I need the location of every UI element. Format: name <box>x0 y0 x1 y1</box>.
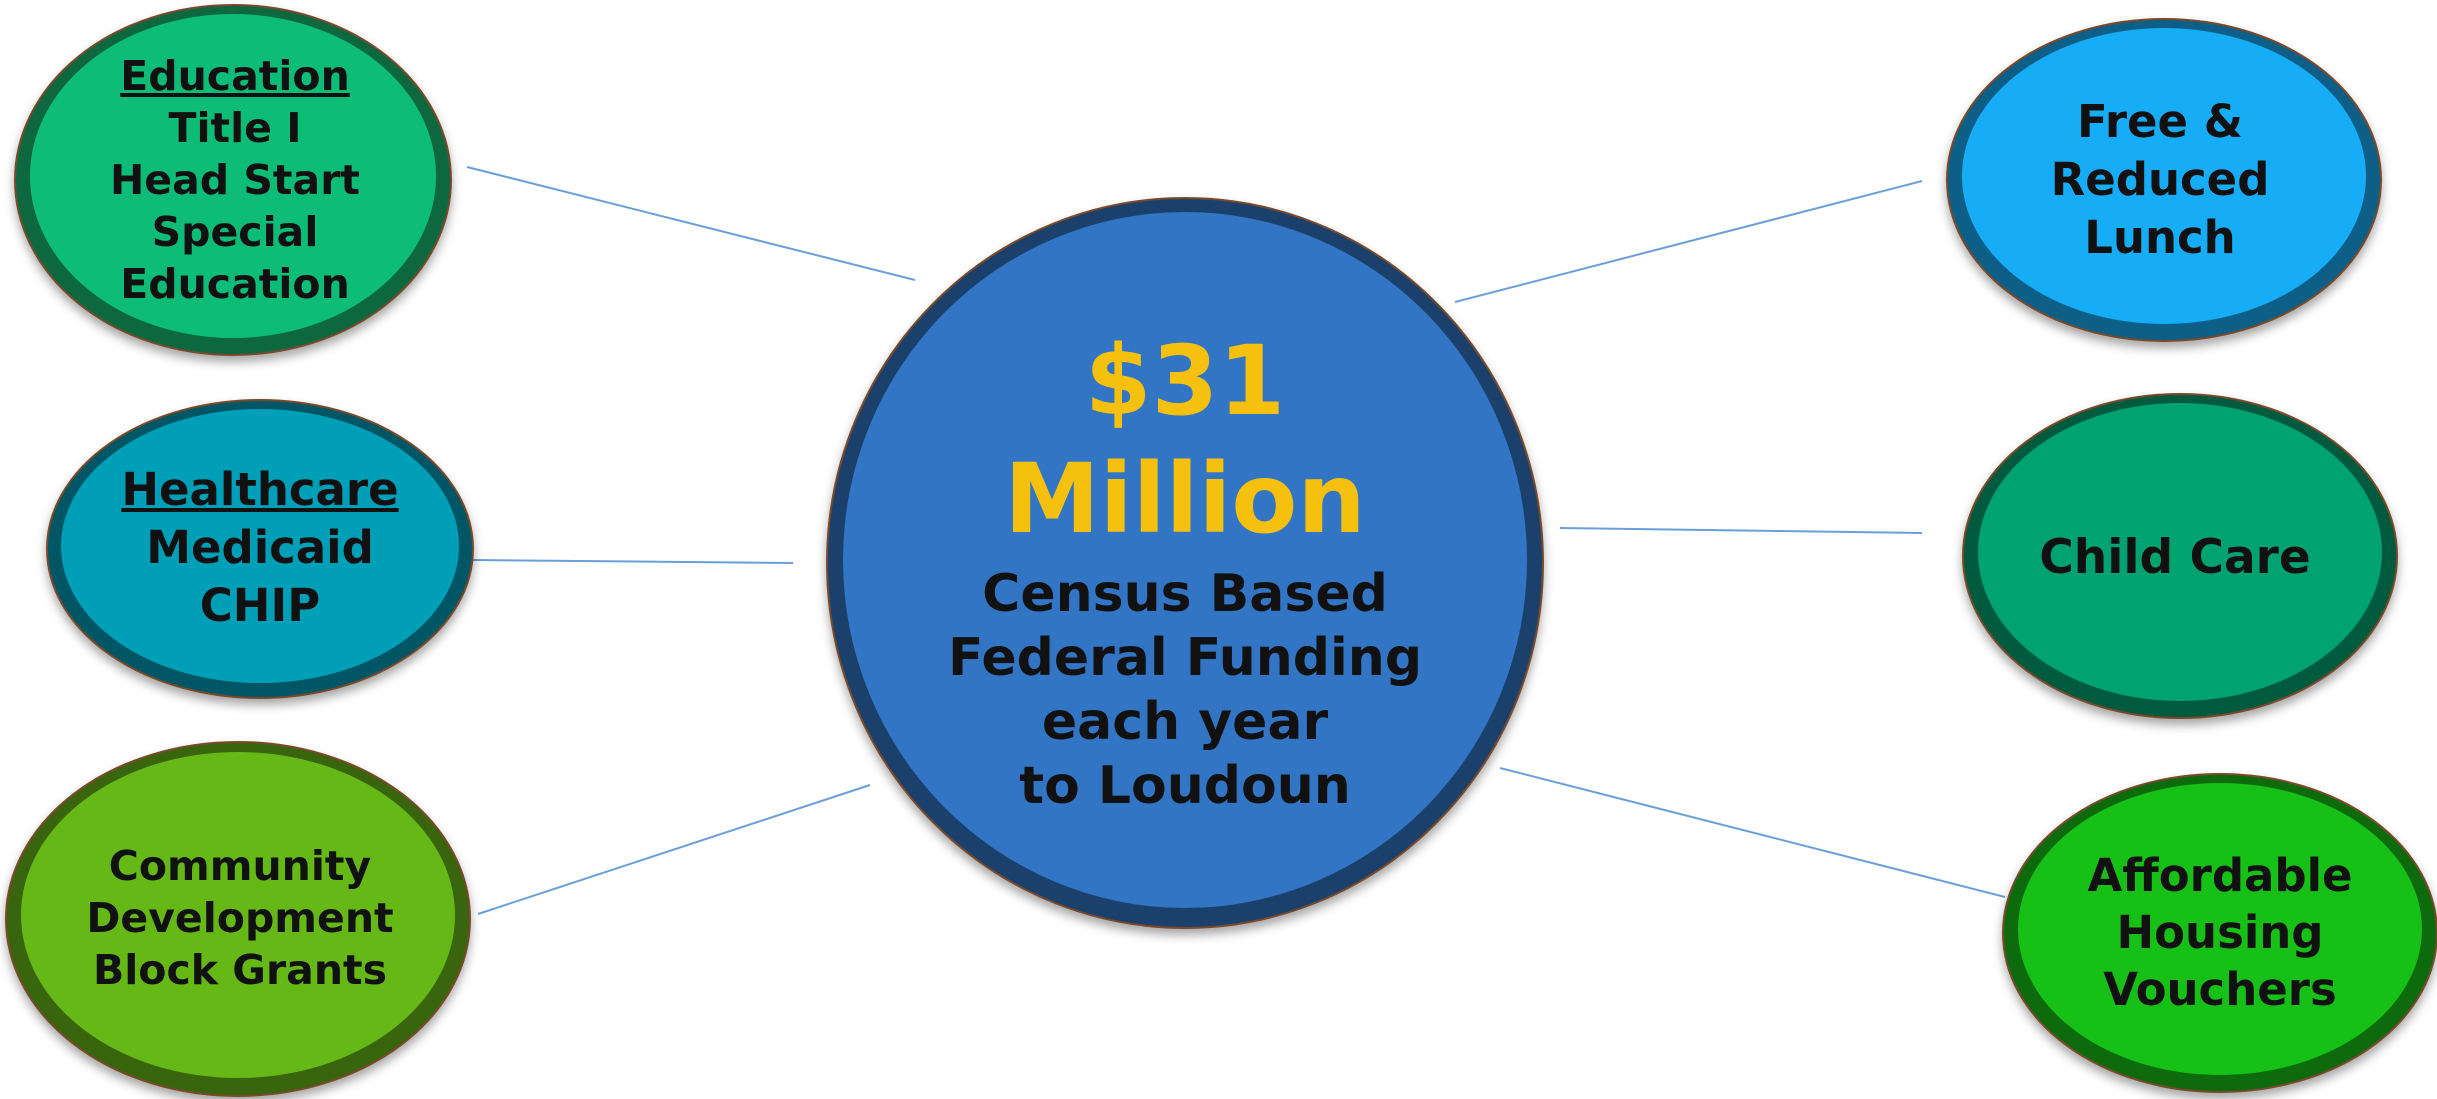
connector-lines <box>466 166 2006 915</box>
lunch-line: Free & <box>2076 95 2243 148</box>
lunch-line: Lunch <box>2084 211 2236 264</box>
childcare-node <box>1962 393 2398 719</box>
caption-line-4: to Loudoun <box>1019 756 1351 816</box>
community-node <box>5 741 471 1097</box>
education-heading: Education <box>120 52 350 100</box>
funding-amount: $31 Million <box>1004 322 1365 558</box>
lunch-label: Free & Reduced Lunch <box>1955 25 2365 335</box>
childcare-label: Child Care <box>1970 400 2380 715</box>
housing-line: Affordable <box>2087 849 2353 902</box>
community-line: Block Grants <box>92 945 388 994</box>
lunch-line: Reduced <box>2050 153 2270 206</box>
childcare-text: Child Care <box>2039 529 2311 585</box>
caption-line-2: Federal Funding <box>947 628 1423 688</box>
housing-line: Housing <box>2116 906 2324 959</box>
connector-healthcare <box>472 559 794 564</box>
housing-label: Affordable Housing Vouchers <box>2010 775 2430 1090</box>
center-node <box>826 197 1544 929</box>
community-line: Community <box>108 841 372 890</box>
funding-amount-number: $31 <box>1084 325 1286 437</box>
connector-childcare <box>1559 527 1923 534</box>
education-item: Education <box>120 260 350 308</box>
housing-line: Vouchers <box>2103 963 2337 1016</box>
healthcare-item: CHIP <box>199 578 321 632</box>
center-label: $31 Million Census Based Federal Funding… <box>870 300 1500 840</box>
community-line: Development <box>86 893 394 942</box>
healthcare-label: Healthcare Medicaid CHIP <box>60 405 460 690</box>
healthcare-item: Medicaid <box>146 520 374 574</box>
education-item: Head Start <box>109 156 361 204</box>
connector-lunch <box>1454 180 1923 303</box>
education-node <box>14 4 452 356</box>
funding-amount-unit: Million <box>1004 443 1366 555</box>
connector-community <box>477 784 871 915</box>
lunch-node <box>1946 18 2382 342</box>
connector-education <box>466 166 916 281</box>
caption-line-3: each year <box>1041 692 1329 752</box>
community-label: Community Development Block Grants <box>20 750 460 1085</box>
funding-caption: Census Based Federal Funding each year t… <box>948 562 1422 818</box>
healthcare-heading: Healthcare <box>121 462 399 516</box>
connector-housing <box>1499 767 2006 898</box>
caption-line-1: Census Based <box>982 564 1388 624</box>
education-item: Title I <box>168 104 302 152</box>
education-item: Special <box>151 208 319 256</box>
education-label: Education Title I Head Start Special Edu… <box>30 15 440 345</box>
healthcare-node <box>46 399 474 699</box>
housing-node <box>2002 773 2437 1093</box>
